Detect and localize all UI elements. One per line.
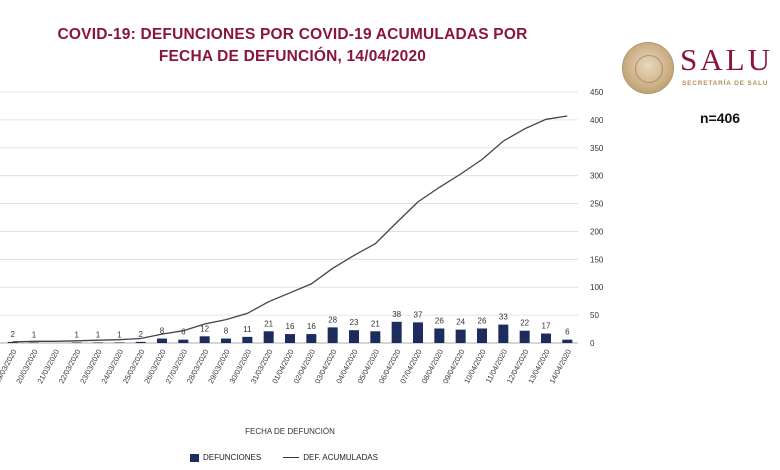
x-tick-label: 14/04/2020 [548, 348, 574, 385]
data-label: 37 [414, 310, 423, 319]
bar-09/04/2020 [455, 329, 466, 343]
deaths-chart: 050100150200250300350400450219/03/202012… [0, 88, 604, 436]
bar-05/04/2020 [370, 331, 381, 343]
data-label: 1 [96, 330, 101, 339]
cumulative-line [12, 115, 568, 343]
bar-28/03/2020 [199, 336, 210, 343]
chart-legend: DEFUNCIONES DEF. ACUMULADAS [190, 453, 378, 462]
bar-23/03/2020 [93, 342, 103, 343]
data-label: 12 [200, 324, 209, 333]
bar-24/03/2020 [114, 342, 125, 343]
y-tick-label: 400 [590, 116, 604, 125]
bar-10/04/2020 [477, 328, 487, 343]
bar-31/03/2020 [263, 331, 274, 343]
title-line-1: COVID-19: DEFUNCIONES POR COVID-19 ACUMU… [57, 26, 528, 43]
bar-26/03/2020 [157, 338, 167, 343]
bar-06/04/2020 [391, 321, 402, 343]
bar-19/03/2020 [7, 341, 18, 343]
data-label: 23 [350, 318, 359, 327]
bar-25/03/2020 [135, 341, 146, 343]
legend-bar-label: DEFUNCIONES [203, 453, 262, 462]
legend-line-swatch [283, 456, 300, 459]
data-label: 26 [478, 316, 487, 325]
bar-02/04/2020 [306, 334, 317, 343]
data-label: 1 [32, 330, 37, 339]
legend-line-label: DEF. ACUMULADAS [303, 453, 378, 462]
bar-04/04/2020 [349, 330, 359, 343]
legend-bar-swatch [190, 453, 199, 462]
y-tick-label: 0 [590, 339, 595, 348]
title-line-2: FECHA DE DEFUNCIÓN, 14/04/2020 [158, 48, 427, 65]
logo-subtitle: SECRETARÍA DE SALU [682, 80, 769, 87]
bar-01/04/2020 [285, 334, 295, 343]
y-tick-label: 50 [590, 311, 599, 320]
bar-22/03/2020 [71, 342, 82, 343]
data-label: 6 [565, 328, 570, 337]
data-label: 6 [181, 328, 186, 337]
bar-20/03/2020 [29, 342, 39, 343]
salud-logo: SALU SECRETARÍA DE SALU [622, 40, 780, 95]
bar-03/04/2020 [327, 327, 338, 343]
data-label: 22 [520, 319, 529, 328]
data-label: 17 [542, 322, 551, 331]
data-label: 21 [264, 319, 273, 328]
bar-30/03/2020 [242, 336, 253, 343]
data-label: 2 [138, 330, 143, 339]
total-count: n=406 [700, 110, 741, 126]
bar-07/04/2020 [413, 322, 423, 343]
data-label: 8 [224, 327, 229, 336]
y-tick-label: 450 [590, 88, 604, 97]
y-tick-label: 150 [590, 255, 604, 264]
bar-14/04/2020 [562, 339, 573, 343]
data-label: 16 [307, 322, 316, 331]
data-label: 11 [243, 325, 252, 334]
y-tick-label: 250 [590, 200, 604, 209]
bar-12/04/2020 [519, 330, 530, 343]
bar-11/04/2020 [498, 324, 509, 343]
y-tick-label: 100 [590, 283, 604, 292]
data-label: 38 [392, 310, 401, 319]
data-label: 2 [10, 330, 15, 339]
y-tick-label: 350 [590, 144, 604, 153]
bar-13/04/2020 [541, 333, 551, 343]
data-label: 1 [117, 330, 122, 339]
y-tick-label: 300 [590, 172, 604, 181]
chart-title: COVID-19: DEFUNCIONES POR COVID-19 ACUMU… [20, 24, 565, 68]
logo-name: SALU [680, 42, 773, 77]
seal-icon [622, 42, 674, 94]
data-label: 28 [328, 315, 337, 324]
bar-29/03/2020 [221, 338, 231, 343]
data-label: 1 [74, 330, 79, 339]
data-label: 16 [286, 322, 295, 331]
bar-08/04/2020 [434, 328, 445, 343]
data-label: 33 [499, 313, 508, 322]
data-label: 26 [435, 316, 444, 325]
data-label: 8 [160, 327, 165, 336]
data-label: 24 [456, 318, 465, 327]
x-axis-title: FECHA DE DEFUNCIÓN [245, 427, 335, 436]
data-label: 21 [371, 319, 380, 328]
y-tick-label: 200 [590, 227, 604, 236]
bar-27/03/2020 [178, 339, 189, 343]
